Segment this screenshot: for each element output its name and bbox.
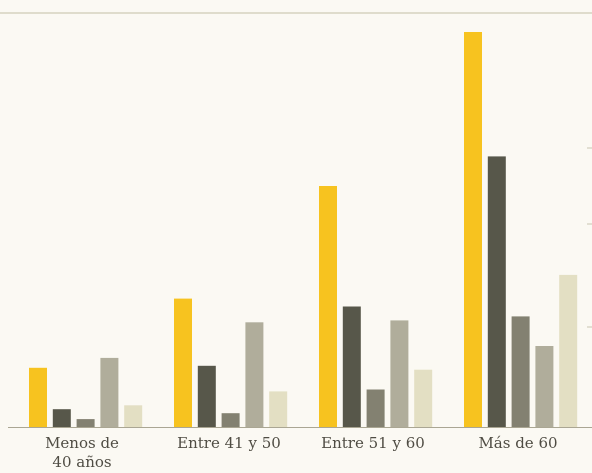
bar-series-3-cat-3 (366, 389, 385, 427)
bar-series-1-cat-1 (29, 367, 47, 428)
bars-group (29, 32, 578, 428)
category-label-1: Menos de 40 años (45, 434, 119, 471)
category-label-line: Entre 41 y 50 (177, 434, 281, 452)
bar-series-2-cat-1 (52, 409, 71, 427)
bar-series-5-cat-1 (124, 405, 143, 427)
bar-series-3-cat-4 (511, 316, 530, 427)
bar-series-2-cat-2 (197, 365, 216, 427)
category-label-3: Entre 51 y 60 (321, 434, 425, 452)
bar-series-4-cat-2 (245, 322, 264, 427)
bar-series-2-cat-4 (487, 156, 506, 427)
bar-series-5-cat-3 (414, 369, 433, 427)
category-label-2: Entre 41 y 50 (177, 434, 281, 452)
bar-series-3-cat-1 (76, 419, 95, 427)
bar-series-1-cat-4 (464, 32, 482, 427)
bar-series-5-cat-4 (559, 274, 578, 427)
category-labels: Menos de 40 años Entre 41 y 50 Entre 51 y 6… (45, 434, 557, 471)
bar-series-2-cat-3 (342, 306, 361, 427)
category-label-line: 40 años (52, 453, 111, 471)
bar-series-3-cat-2 (221, 413, 240, 427)
category-label-line: Entre 51 y 60 (321, 434, 425, 452)
category-label-line: Más de 60 (478, 434, 557, 452)
bar-series-4-cat-3 (390, 320, 409, 428)
bar-series-1-cat-3 (319, 186, 337, 427)
bar-series-1-cat-2 (174, 298, 192, 427)
category-label-line: Menos de (45, 434, 119, 452)
right-axis-ticks (587, 147, 592, 328)
bar-series-4-cat-1 (100, 357, 119, 427)
category-label-4: Más de 60 (478, 434, 557, 452)
bar-series-4-cat-4 (535, 346, 554, 427)
bar-series-5-cat-2 (269, 391, 288, 427)
